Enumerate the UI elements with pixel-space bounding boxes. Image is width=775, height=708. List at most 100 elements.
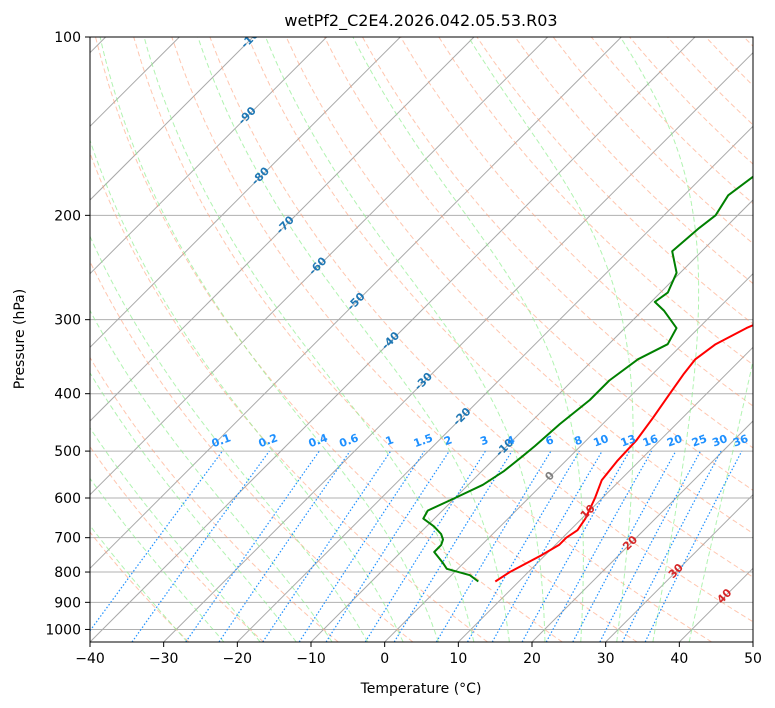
isotherm-line [163, 51, 753, 642]
moist-adiabat-line [619, 37, 700, 642]
y-tick-label: 600 [54, 491, 81, 507]
x-axis: −40 −30 −20 −10 0 10 20 30 40 50 [75, 642, 762, 667]
moist-adiabat-line [352, 37, 584, 642]
dry-adiabat-line [133, 37, 638, 642]
mixing-ratio-line [621, 450, 722, 642]
mixing-ratio-label: 0.1 [210, 431, 233, 450]
isotherm-line [90, 37, 622, 570]
mixing-ratio-label: 16 [641, 432, 660, 450]
y-tick-label: 300 [54, 313, 81, 329]
dry-adiabat-line [90, 531, 190, 642]
moist-adiabat-line [265, 37, 546, 642]
mixing-ratio-label: 0.6 [338, 431, 361, 450]
x-tick-label: 20 [523, 651, 541, 667]
x-axis-label: Temperature (°C) [360, 681, 482, 697]
dry-adiabat-line [323, 37, 753, 491]
mixing-ratio-label: 1 [384, 433, 396, 448]
profile-lines [422, 175, 753, 583]
isotherm-line [457, 346, 753, 642]
mixing-ratio-labels: 0.1 0.2 0.4 0.6 1 1.5 2 3 4 6 8 10 13 16 20 25 30 36 [210, 431, 750, 450]
chart-title: wetPf2_C2E4.2026.042.05.53.R03 [284, 11, 557, 31]
mixing-ratio-lines [90, 450, 743, 642]
moist-adiabat-line [90, 138, 404, 642]
mixing-ratio-line [572, 450, 677, 642]
mixing-ratio-label: 0.4 [307, 431, 330, 450]
moist-adiabat-line [90, 371, 297, 642]
y-tick-label: 900 [54, 595, 81, 611]
x-tick-label: −30 [149, 651, 179, 667]
mixing-ratio-label: 20 [665, 432, 684, 450]
mixing-ratio-line [298, 450, 425, 642]
mixing-ratio-line [364, 450, 486, 642]
moist-adiabat-line [90, 427, 261, 642]
mixing-ratio-label: 13 [619, 432, 638, 449]
dry-adiabat-line [90, 445, 264, 642]
dry-adiabat-line [514, 37, 753, 285]
dry-adiabat-line [362, 37, 753, 449]
mixing-ratio-line [599, 450, 702, 642]
dry-adiabat-line [247, 37, 753, 578]
isotherm-line [384, 272, 753, 642]
dry-adiabats [90, 37, 753, 642]
isotherm-line [90, 37, 696, 642]
moist-adiabat-line [90, 477, 225, 642]
x-tick-label: −40 [75, 651, 105, 667]
dry-adiabat-line [95, 37, 563, 642]
mixing-ratio-label: 3 [478, 433, 490, 448]
mixing-ratio-label: 8 [572, 433, 584, 448]
mixing-ratio-label: 1.5 [412, 431, 435, 450]
x-tick-label: 50 [744, 651, 762, 667]
mixing-ratio-line [521, 450, 631, 642]
x-tick-label: 10 [449, 651, 467, 667]
moist-adiabat-line [467, 37, 634, 642]
moist-adiabat-line [688, 358, 753, 642]
x-tick-label: −20 [223, 651, 253, 667]
mixing-ratio-line [262, 450, 392, 642]
isotherm-line [531, 420, 753, 642]
profile-series-line [494, 324, 753, 583]
mixing-ratio-line [644, 450, 743, 642]
x-tick-label: 30 [597, 651, 615, 667]
isotherm-line [90, 37, 401, 349]
moist-adiabat-line [99, 37, 439, 642]
mixing-ratio-label: 0.2 [257, 431, 280, 450]
plot-frame [89, 36, 754, 643]
mixing-ratio-label: 2 [442, 433, 454, 448]
moist-adiabat-line [90, 309, 333, 642]
isotherm-line [90, 37, 549, 496]
dry-adiabat-line [285, 37, 753, 535]
moist-adiabat-line [90, 235, 369, 642]
mixing-ratio-label: 36 [731, 432, 750, 450]
y-axis: 100 200 300 400 500 600 700 800 900 1000 [45, 30, 90, 638]
dry-adiabat-line [171, 37, 712, 642]
dry-adiabat-line [90, 151, 488, 642]
y-tick-label: 200 [54, 208, 81, 224]
mixing-ratio-label: 10 [592, 432, 611, 450]
pressure-grid [90, 37, 753, 630]
moist-adiabat-line [143, 37, 475, 642]
y-tick-label: 700 [54, 531, 81, 547]
dry-adiabat-line [400, 37, 753, 407]
mixing-ratio-line [435, 450, 552, 642]
y-tick-label: 100 [54, 30, 81, 46]
x-tick-label: −10 [296, 651, 326, 667]
isotherm-line [605, 493, 753, 642]
mixing-ratio-line [393, 450, 513, 642]
isotherm-line [236, 125, 753, 642]
skewed-isotherms [90, 37, 753, 642]
mixing-ratio-label: 25 [690, 432, 709, 449]
y-axis-label: Pressure (hPa) [12, 289, 28, 389]
dry-adiabat-line [90, 260, 414, 642]
mixing-ratio-label: 30 [710, 432, 729, 450]
x-tick-label: 0 [380, 651, 389, 667]
isotherm-line [90, 37, 328, 275]
mixing-ratio-label: 4 [505, 433, 517, 448]
plot-area: -100-90-80-70-60-50-40-30-20-10010203040… [90, 37, 753, 642]
y-tick-label: 1000 [45, 622, 81, 638]
moist-adiabats [90, 37, 753, 642]
y-tick-label: 500 [54, 444, 81, 460]
dry-adiabat-line [209, 37, 753, 623]
mixing-ratio-line [545, 450, 653, 642]
